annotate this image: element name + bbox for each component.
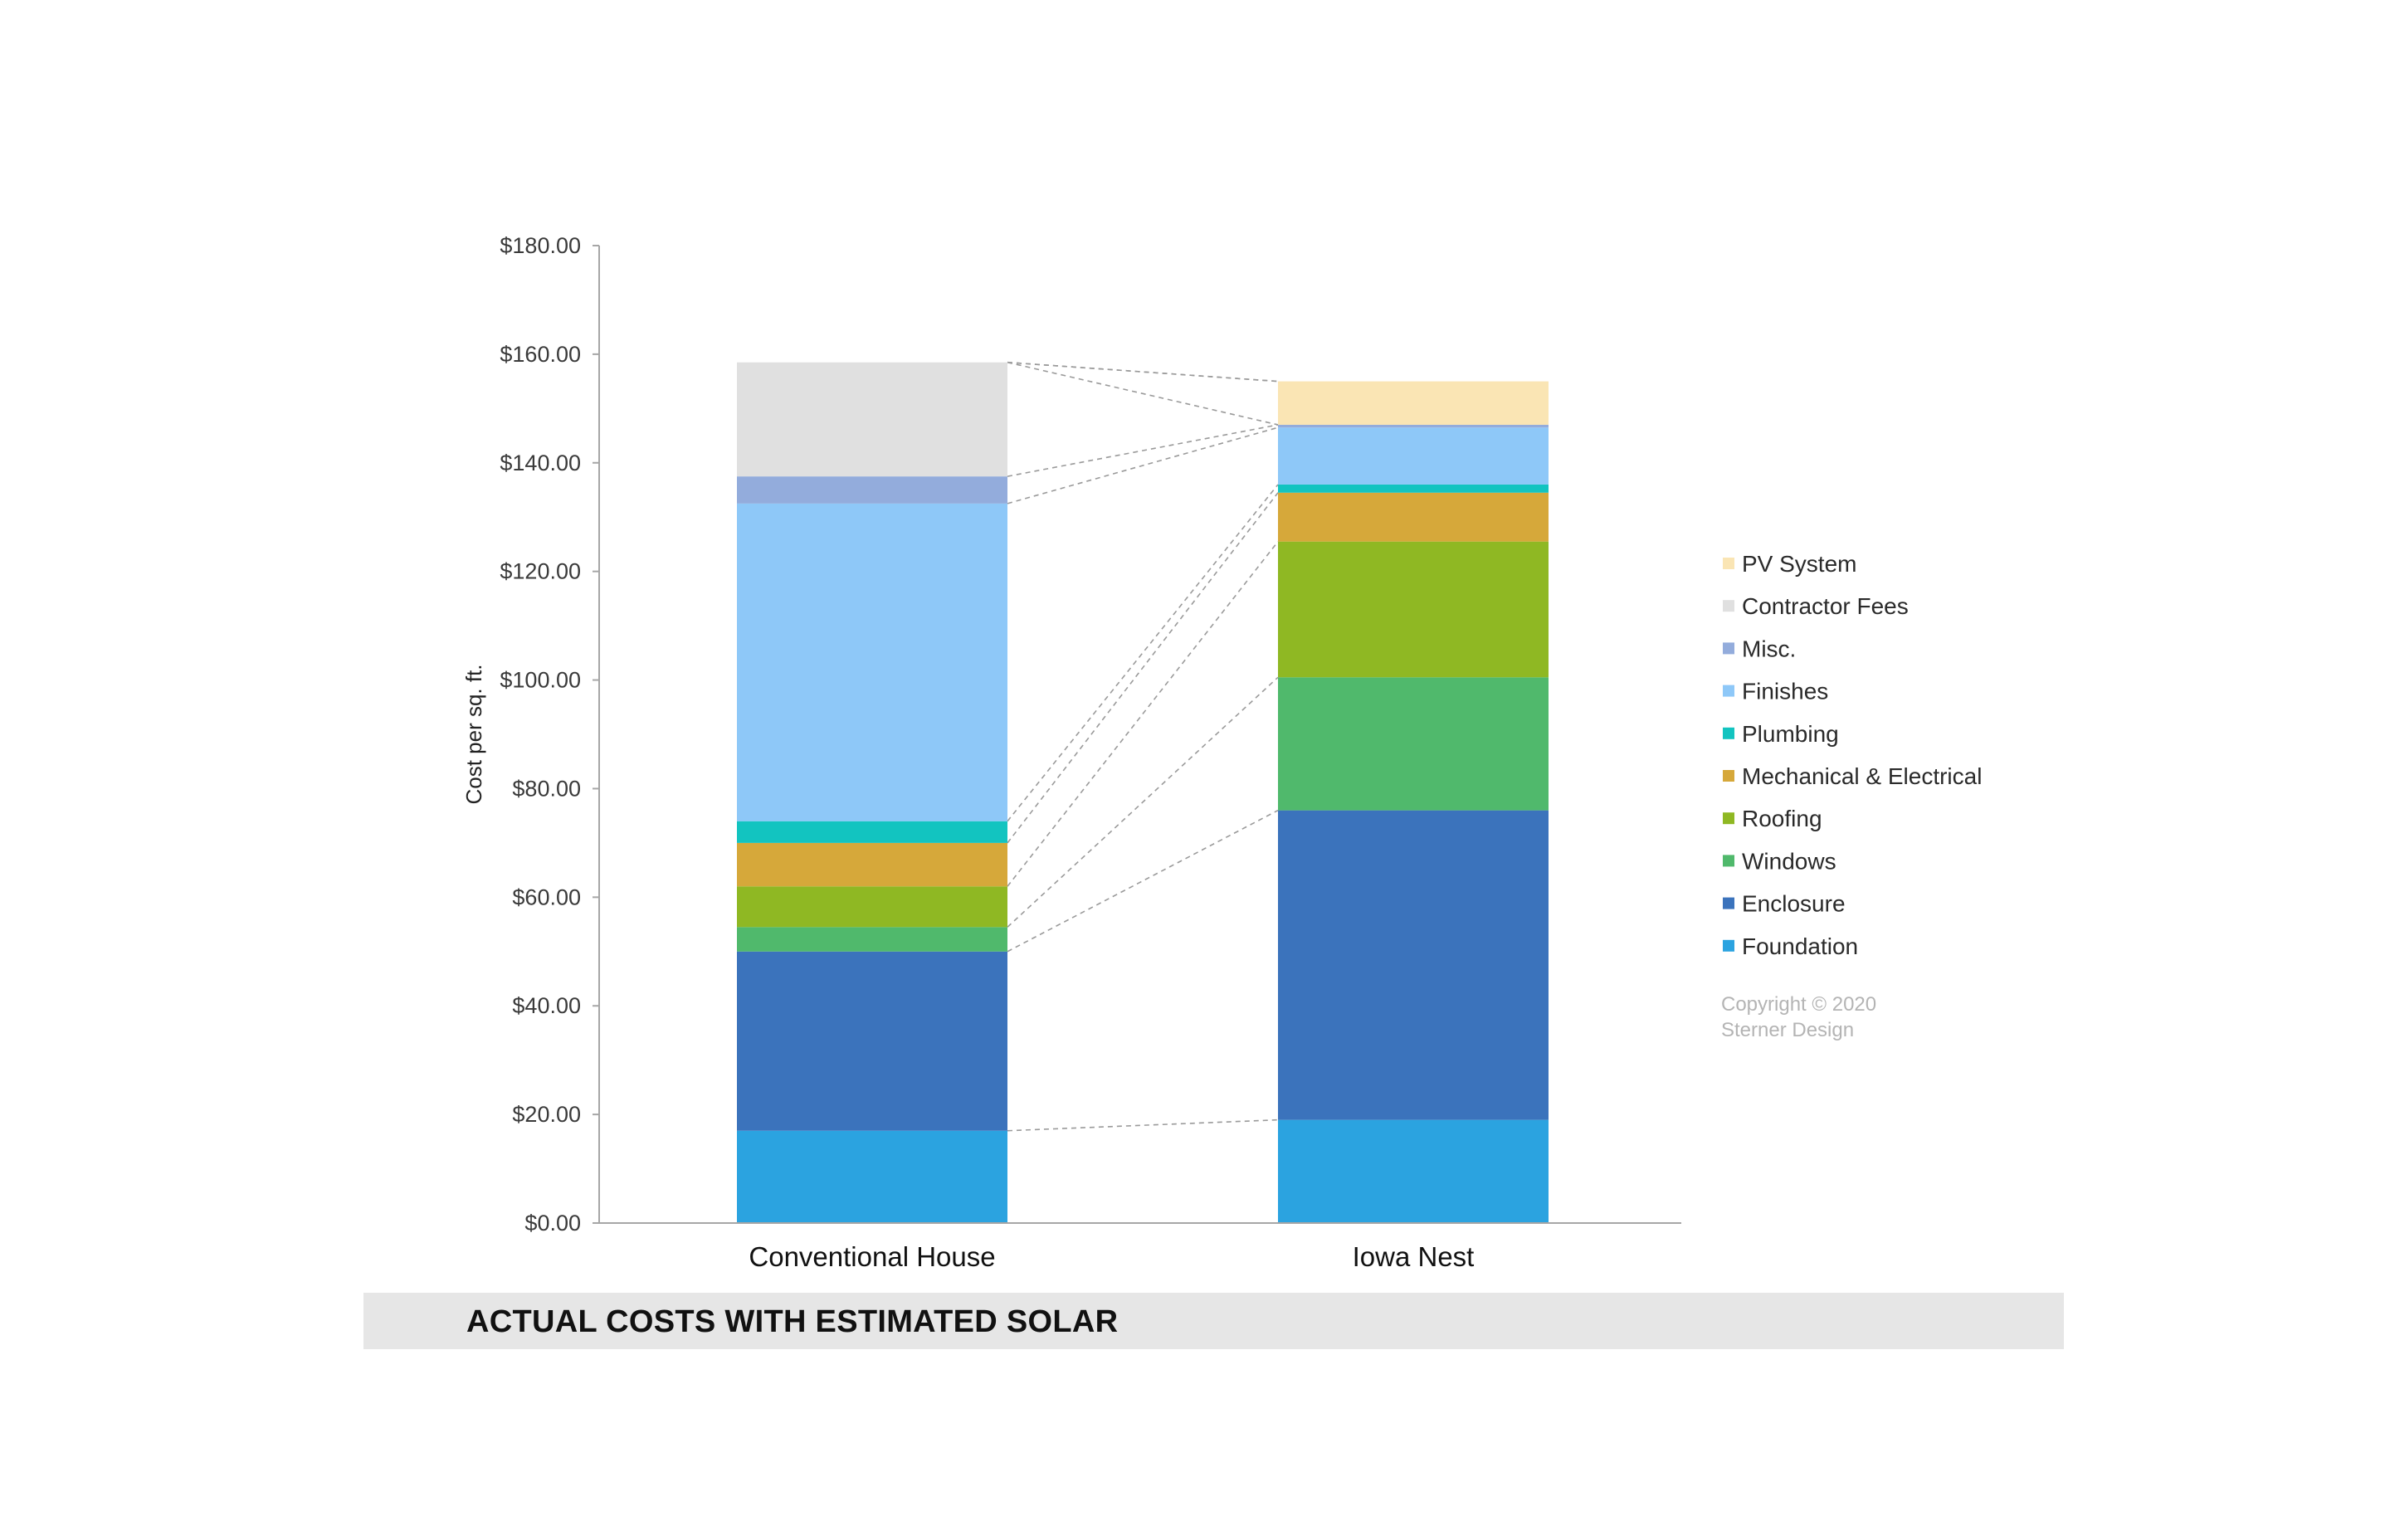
y-tick-label: $140.00: [500, 451, 581, 475]
x-category-label: Conventional House: [749, 1241, 995, 1272]
y-tick-label: $60.00: [512, 885, 581, 909]
bar-segment-pv-system: [1278, 381, 1549, 425]
chart-caption: ACTUAL COSTS WITH ESTIMATED SOLAR: [466, 1304, 1119, 1339]
connector-line: [1007, 676, 1279, 928]
connector-lines: [1007, 361, 1279, 1132]
legend-swatch: [1723, 558, 1734, 569]
legend-label: PV System: [1742, 551, 1856, 577]
bar-segment-misc: [737, 476, 1007, 504]
legend-label: Mechanical & Electrical: [1742, 763, 1982, 789]
y-tick-labels: $0.00 $20.00 $40.00 $60.00 $80.00 $100.00 $120…: [500, 233, 599, 1235]
legend-label: Enclosure: [1742, 891, 1846, 917]
axes: [598, 246, 1681, 1224]
bar-segment-mechanical-electrical: [1278, 492, 1549, 542]
y-tick-label: $0.00: [524, 1211, 581, 1235]
bar-segment-mechanical-electrical: [737, 842, 1007, 887]
legend-swatch: [1723, 600, 1734, 612]
connector-line: [1007, 492, 1279, 844]
y-tick-label: $180.00: [500, 233, 581, 258]
connector-line: [1007, 361, 1279, 426]
bar-segment-plumbing: [1278, 484, 1549, 493]
bar-segment-finishes: [737, 503, 1007, 821]
legend-label: Misc.: [1742, 636, 1796, 661]
bar-segment-enclosure: [1278, 810, 1549, 1120]
bar-segment-windows: [1278, 677, 1549, 811]
bars: [737, 362, 1549, 1223]
legend-label: Roofing: [1742, 806, 1822, 831]
legend-label: Contractor Fees: [1742, 593, 1909, 619]
y-tick-label: $160.00: [500, 342, 581, 367]
bar-segment-foundation: [1278, 1119, 1549, 1223]
legend-swatch: [1723, 770, 1734, 782]
legend-swatch: [1723, 897, 1734, 909]
bar-segment-roofing: [737, 886, 1007, 928]
legend: PV System Contractor Fees Misc. Finishes Plu…: [1723, 551, 1982, 959]
connector-line: [1007, 809, 1279, 953]
connector-line: [1007, 361, 1279, 383]
legend-swatch: [1723, 727, 1734, 739]
bar-segment-enclosure: [737, 951, 1007, 1131]
legend-swatch: [1723, 642, 1734, 655]
legend-label: Windows: [1742, 848, 1836, 874]
legend-swatch: [1723, 812, 1734, 825]
connector-line: [1007, 484, 1279, 822]
legend-label: Finishes: [1742, 679, 1828, 704]
caption-bar: ACTUAL COSTS WITH ESTIMATED SOLAR: [363, 1293, 2064, 1349]
connector-line: [1007, 541, 1279, 887]
connector-line: [1007, 426, 1279, 504]
y-tick-label: $120.00: [500, 559, 581, 584]
bar-segment-foundation: [737, 1130, 1007, 1223]
bar-segment-misc: [1278, 424, 1549, 428]
y-tick-label: $100.00: [500, 668, 581, 693]
y-tick-label: $20.00: [512, 1102, 581, 1127]
bar-segment-contractor-fees: [737, 362, 1007, 477]
copyright-line-2: Sterner Design: [1721, 1019, 1854, 1041]
legend-swatch: [1723, 939, 1734, 952]
bar-segment-finishes: [1278, 427, 1549, 485]
y-tick-label: $80.00: [512, 776, 581, 801]
x-category-label: Iowa Nest: [1353, 1241, 1475, 1272]
connector-line: [1007, 1118, 1279, 1132]
connector-line: [1007, 424, 1279, 477]
copyright-line-1: Copyright © 2020: [1721, 993, 1876, 1016]
legend-label: Foundation: [1742, 933, 1858, 959]
bar-segment-roofing: [1278, 541, 1549, 678]
bar-segment-plumbing: [737, 821, 1007, 843]
x-category-labels: Conventional House Iowa Nest: [749, 1241, 1474, 1272]
legend-swatch: [1723, 685, 1734, 697]
legend-swatch: [1723, 855, 1734, 867]
y-axis-title: Cost per sq. ft.: [461, 664, 486, 804]
legend-label: Plumbing: [1742, 721, 1839, 747]
bar-segment-windows: [737, 927, 1007, 952]
y-tick-label: $40.00: [512, 993, 581, 1018]
